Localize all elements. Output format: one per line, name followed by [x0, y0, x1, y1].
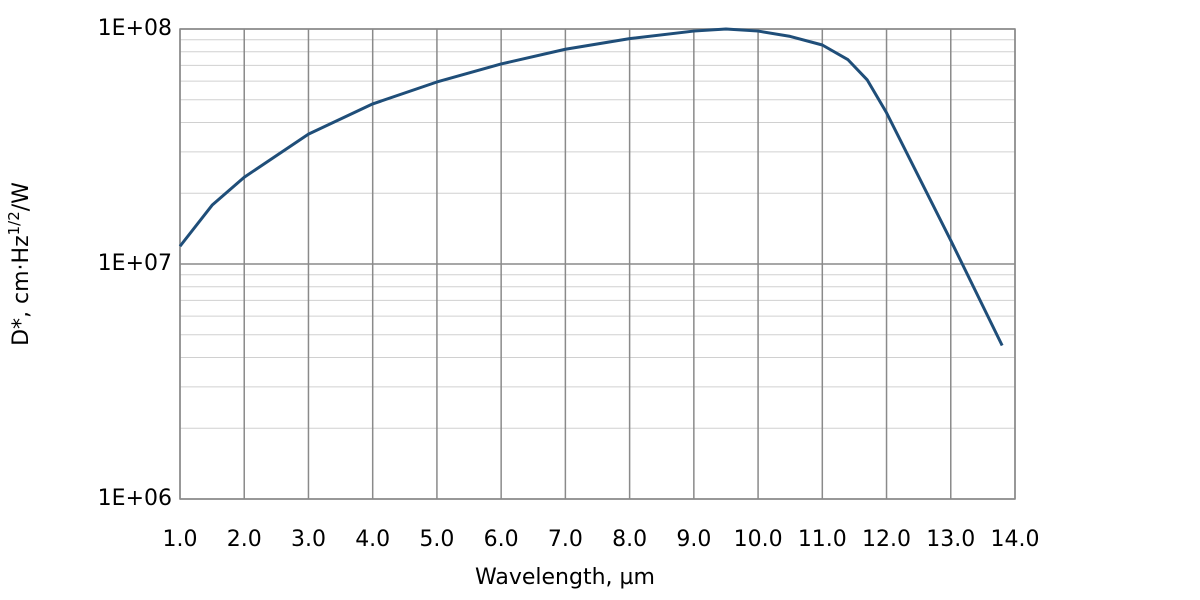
y-axis-title-text: D*, cm·Hz — [9, 235, 34, 346]
y-axis-title-superscript: 1/2 — [5, 211, 23, 235]
x-tick-label: 3.0 — [291, 527, 326, 552]
y-tick-label: 1E+06 — [98, 486, 172, 511]
x-tick-label: 2.0 — [227, 527, 262, 552]
x-axis-title: Wavelength, µm — [475, 565, 655, 590]
y-axis-title-suffix: /W — [9, 182, 34, 211]
x-tick-label: 5.0 — [419, 527, 454, 552]
x-tick-label: 4.0 — [355, 527, 390, 552]
plot-border — [179, 28, 1016, 500]
x-tick-label: 11.0 — [798, 527, 847, 552]
x-tick-label: 12.0 — [862, 527, 911, 552]
y-tick-label: 1E+08 — [98, 16, 172, 41]
x-tick-label: 8.0 — [612, 527, 647, 552]
x-tick-label: 7.0 — [548, 527, 583, 552]
x-tick-label: 6.0 — [484, 527, 519, 552]
x-tick-label: 13.0 — [926, 527, 975, 552]
x-tick-label: 9.0 — [676, 527, 711, 552]
data-line — [178, 27, 1004, 347]
y-axis-title: D*, cm·Hz1/2/W — [5, 182, 35, 346]
x-tick-label: 14.0 — [991, 527, 1040, 552]
y-tick-label: 1E+07 — [98, 251, 172, 276]
x-tick-label: 10.0 — [734, 527, 783, 552]
x-tick-label: 1.0 — [163, 527, 198, 552]
